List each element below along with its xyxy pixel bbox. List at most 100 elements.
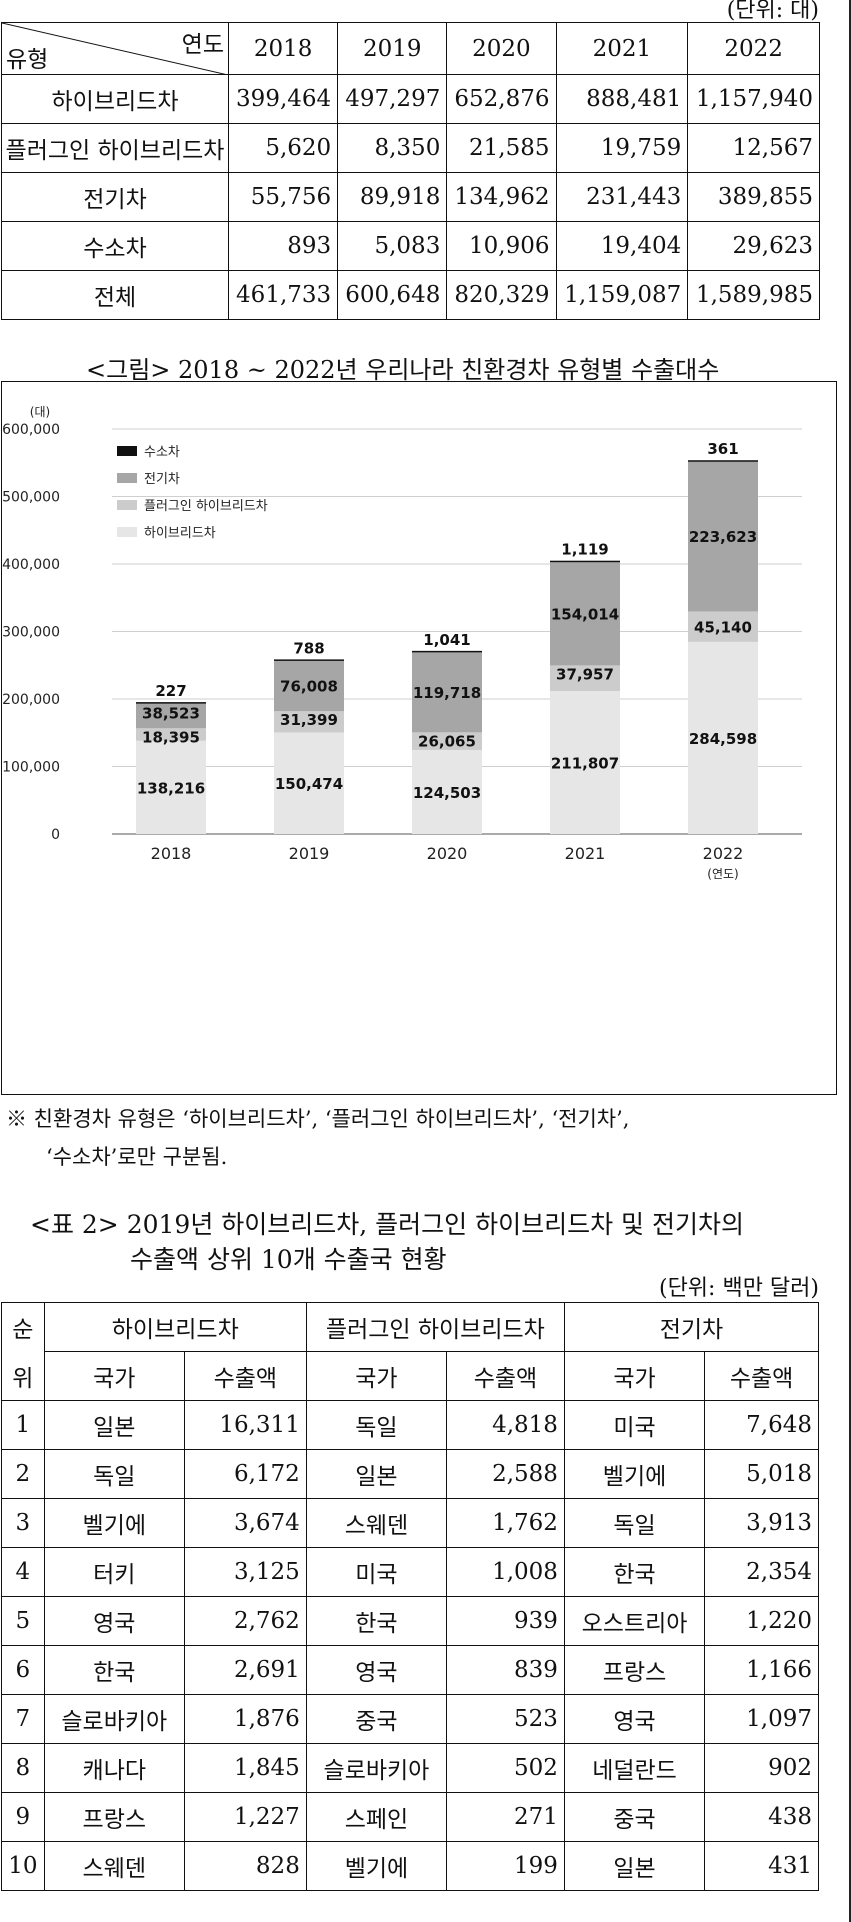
table-row: 5 영국 2,762 한국 939 오스트리아 1,220	[1, 1596, 819, 1646]
rank-header-top: 순	[1, 1302, 45, 1352]
cell-value: 12,567	[687, 123, 820, 173]
data-label: 223,623	[689, 528, 757, 546]
country-cell: 스페인	[305, 1792, 448, 1842]
corner-year-label: 연도	[181, 32, 224, 58]
top10-exporters-table: 순 하이브리드차 플러그인 하이브리드차 전기차 위 국가 수출액 국가 수출액…	[1, 1302, 820, 1891]
country-cell: 터키	[43, 1547, 185, 1597]
x-tick-label: 2022	[703, 844, 744, 863]
country-cell: 영국	[305, 1645, 448, 1695]
bar-segment-하이브리드차	[274, 732, 344, 834]
amount-cell: 2,691	[183, 1645, 307, 1695]
country-cell: 벨기에	[563, 1449, 706, 1499]
year-header: 2018	[227, 22, 339, 75]
country-cell: 독일	[43, 1449, 185, 1499]
y-tick-label: 100,000	[2, 760, 60, 776]
year-header: 2021	[555, 22, 689, 75]
export-count-table: 연도 유형 2018 2019 2020 2021 2022 하이브리드차 39…	[1, 22, 820, 320]
row-label: 전기차	[1, 172, 229, 222]
cell-value: 600,648	[337, 270, 448, 320]
table-row: 수소차 893 5,083 10,906 19,404 29,623	[1, 221, 820, 271]
cell-value: 134,962	[446, 172, 557, 222]
cell-value: 652,876	[446, 74, 557, 124]
amount-cell: 16,311	[183, 1400, 307, 1450]
cell-value: 1,159,087	[555, 270, 689, 320]
amount-cell: 3,674	[183, 1498, 307, 1548]
year-header: 2020	[446, 22, 557, 75]
cell-value: 8,350	[337, 123, 448, 173]
bar-segment-전기차	[688, 460, 758, 612]
bar-segment-전기차	[412, 651, 482, 733]
amount-cell: 7,648	[704, 1400, 819, 1450]
amount-cell: 1,876	[183, 1694, 307, 1744]
amount-cell: 3,913	[704, 1498, 819, 1548]
legend-swatch	[117, 500, 137, 510]
country-cell: 미국	[305, 1547, 448, 1597]
country-cell: 스웨덴	[305, 1498, 448, 1548]
amount-cell: 431	[704, 1841, 819, 1891]
country-cell: 중국	[305, 1694, 448, 1744]
data-label: 119,718	[413, 684, 481, 702]
bar-segment-하이브리드차	[412, 749, 482, 834]
cell-value: 231,443	[555, 172, 689, 222]
data-label: 26,065	[418, 732, 476, 750]
table-row: 전체 461,733 600,648 820,329 1,159,087 1,5…	[1, 270, 820, 320]
country-cell: 슬로바키아	[43, 1694, 185, 1744]
country-header: 국가	[305, 1351, 448, 1401]
bar-segment-하이브리드차	[136, 740, 206, 834]
country-header: 국가	[563, 1351, 706, 1401]
bar-segment-플러그인 하이브리드차	[412, 732, 482, 750]
country-cell: 벨기에	[305, 1841, 448, 1891]
cell-value: 5,620	[227, 123, 339, 173]
stacked-bar-chart: 0 100,000 200,000 300,000 400,000 500,000 600,…	[1, 381, 837, 1095]
cell-value: 29,623	[687, 221, 820, 271]
amount-cell: 271	[446, 1792, 565, 1842]
corner-header-cell: 연도 유형	[1, 22, 229, 75]
y-tick-label: 200,000	[2, 692, 60, 708]
data-label: 1,041	[423, 631, 470, 649]
amount-cell: 2,588	[446, 1449, 565, 1499]
legend-label: 수소차	[144, 445, 180, 460]
table-row: 1 일본 16,311 독일 4,818 미국 7,648	[1, 1400, 819, 1450]
cell-value: 888,481	[555, 74, 689, 124]
chart-svg: 0 100,000 200,000 300,000 400,000 500,000 600,…	[2, 405, 802, 881]
note-line-1: ※ 친환경차 유형은 ‘하이브리드차’, ‘플러그인 하이브리드차’, ‘전기차…	[6, 1107, 630, 1131]
country-cell: 중국	[563, 1792, 706, 1842]
rank-cell: 2	[1, 1449, 45, 1499]
rank-cell: 5	[1, 1596, 45, 1646]
amount-cell: 1,227	[183, 1792, 307, 1842]
y-tick-label: 500,000	[2, 490, 60, 506]
amount-header: 수출액	[704, 1351, 819, 1401]
corner-type-label: 유형	[6, 47, 49, 73]
table-row: 10 스웨덴 828 벨기에 199 일본 431	[1, 1841, 819, 1891]
cell-value: 5,083	[337, 221, 448, 271]
legend-swatch	[117, 446, 137, 456]
data-label: 150,474	[275, 775, 343, 793]
rank-cell: 9	[1, 1792, 45, 1842]
country-cell: 벨기에	[43, 1498, 185, 1548]
country-cell: 슬로바키아	[305, 1743, 448, 1793]
bar-segment-플러그인 하이브리드차	[274, 711, 344, 733]
bar-segment-플러그인 하이브리드차	[136, 728, 206, 741]
table1-unit: (단위: 대)	[726, 0, 819, 23]
row-label: 플러그인 하이브리드차	[1, 123, 229, 173]
cell-value: 55,756	[227, 172, 339, 222]
x-tick-label: 2019	[289, 844, 330, 863]
rank-cell: 7	[1, 1694, 45, 1744]
country-cell: 프랑스	[563, 1645, 706, 1695]
country-cell: 스웨덴	[43, 1841, 185, 1891]
table2-unit: (단위: 백만 달러)	[658, 1276, 819, 1301]
table-row: 8 캐나다 1,845 슬로바키아 502 네덜란드 902	[1, 1743, 819, 1793]
cell-value: 19,759	[555, 123, 689, 173]
country-cell: 영국	[43, 1596, 185, 1646]
row-label: 하이브리드차	[1, 74, 229, 124]
amount-cell: 1,762	[446, 1498, 565, 1548]
cell-value: 399,464	[227, 74, 339, 124]
amount-cell: 2,762	[183, 1596, 307, 1646]
country-cell: 네덜란드	[563, 1743, 706, 1793]
data-label: 227	[155, 682, 186, 700]
cell-value: 389,855	[687, 172, 820, 222]
rank-cell: 6	[1, 1645, 45, 1695]
amount-cell: 839	[446, 1645, 565, 1695]
bar-segment-플러그인 하이브리드차	[550, 665, 620, 692]
country-cell: 한국	[305, 1596, 448, 1646]
